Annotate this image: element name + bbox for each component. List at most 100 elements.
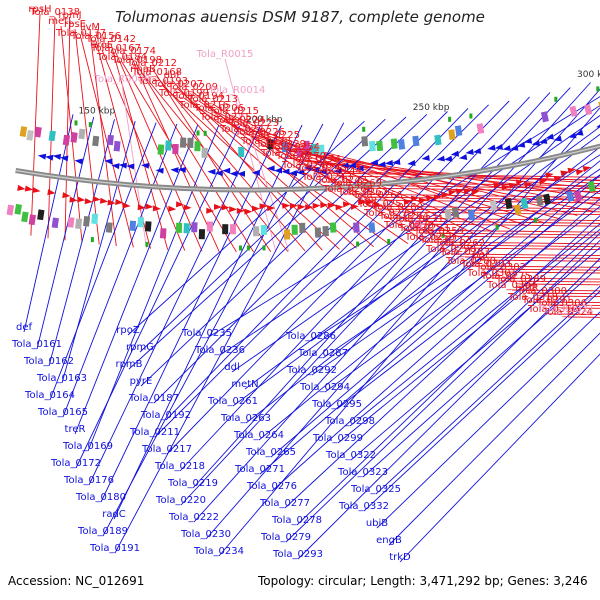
rna-tick: [469, 113, 473, 119]
cog-block: [37, 209, 45, 221]
forward-gene-label: Tola_0269: [331, 178, 382, 189]
forward-gene-label: Tola_0137: [55, 28, 106, 39]
rna-tick: [196, 130, 200, 136]
cog-block: [201, 147, 208, 158]
forward-gene-label: Tola_0242: [316, 175, 367, 186]
forward-gene-arrow: [145, 203, 154, 210]
reverse-gene-label: Tola_0189: [77, 526, 128, 537]
reverse-gene-label: Tola_0286: [285, 331, 336, 342]
label-connector-line: [171, 79, 323, 251]
cog-block: [83, 215, 91, 227]
reverse-gene-label: Tola_0279: [260, 532, 311, 543]
forward-gene-arrow: [501, 184, 510, 191]
forward-gene-label: Tola_0227: [219, 124, 270, 135]
forward-gene-label: Tola_0238: [383, 220, 434, 231]
cog-block: [78, 128, 86, 140]
rna-tick: [145, 241, 149, 247]
cog-block: [191, 222, 198, 233]
reverse-gene-arrow: [509, 144, 519, 151]
cog-block: [19, 126, 28, 138]
reverse-gene-label: Tola_0277: [259, 498, 310, 509]
forward-gene-label: Tola_0216: [178, 100, 229, 111]
forward-gene-label: Tola_0244: [311, 166, 362, 177]
reverse-gene-arrow: [237, 170, 246, 177]
reverse-gene-arrow: [318, 168, 327, 175]
reverse-gene-label: Tola_0295: [311, 399, 362, 410]
forward-gene-arrow: [62, 192, 71, 199]
forward-gene-label: Tola_0290: [425, 244, 476, 255]
cog-block: [222, 224, 229, 235]
reverse-gene-arrow: [487, 144, 496, 151]
cog-block: [398, 139, 406, 150]
forward-gene-label: Tola_0199: [158, 88, 209, 99]
label-connector-line: [376, 311, 600, 529]
cog-block: [299, 222, 306, 234]
reverse-gene-arrow: [516, 141, 526, 148]
forward-gene-arrow: [221, 204, 230, 211]
rna-gene-label: Tola_R0008: [93, 74, 151, 85]
forward-gene-arrow: [175, 201, 185, 208]
label-connector-line: [165, 107, 469, 421]
reverse-gene-label: Tola_0219: [167, 478, 218, 489]
label-connector-line: [403, 220, 600, 224]
reverse-gene-arrow: [568, 132, 577, 139]
cog-block: [310, 143, 318, 154]
reverse-gene-arrow: [155, 167, 164, 174]
forward-gene-label: Tola_0194: [173, 91, 224, 102]
reverse-gene-arrow: [347, 162, 357, 169]
reverse-gene-arrow: [472, 147, 482, 154]
label-connector-line: [306, 169, 600, 182]
genome-title: Tolumonas auensis DSM 9187, complete gen…: [115, 8, 485, 26]
cog-block: [322, 225, 329, 237]
label-connector-line: [337, 228, 600, 444]
cog-block: [179, 137, 187, 148]
reverse-gene-arrow: [303, 164, 312, 171]
reverse-gene-label: Tola_0294: [299, 382, 350, 393]
reverse-gene-arrow: [392, 158, 401, 165]
reverse-gene-label: treR: [65, 424, 86, 435]
cog-block: [566, 190, 575, 202]
forward-gene-label: Tola_0224: [214, 115, 265, 126]
label-connector-line: [438, 235, 600, 239]
reverse-gene-label: Tola_0287: [297, 348, 348, 359]
forward-gene-arrow: [567, 167, 576, 174]
label-connector-line: [36, 116, 95, 350]
cog-block: [281, 142, 289, 153]
forward-gene-label: Tola_0213: [187, 94, 238, 105]
reverse-gene-arrow: [229, 170, 238, 177]
rna-tick: [534, 217, 537, 223]
reverse-gene-label: Tola_0332: [338, 501, 389, 512]
reverse-gene-arrow: [340, 162, 349, 169]
forward-gene-label: Tola_0302: [475, 262, 526, 273]
genome-summary-text: Topology: circular; Length: 3,471,292 bp…: [258, 574, 588, 588]
label-connector-line: [101, 49, 186, 251]
label-connector-line: [362, 265, 600, 478]
reverse-gene-label: Tola_0161: [11, 339, 62, 350]
cog-block: [253, 226, 260, 237]
kbp-tick-label: 200 kbp: [246, 115, 283, 125]
cog-block: [137, 216, 145, 228]
cog-block: [14, 203, 22, 215]
rna-tick: [554, 96, 558, 102]
cog-block: [129, 220, 137, 232]
label-connector-line: [232, 133, 600, 407]
reverse-gene-arrow: [104, 158, 113, 165]
label-connector-line: [74, 124, 199, 435]
label-connector-line: [356, 187, 600, 192]
reverse-gene-label: Tola_0271: [234, 464, 285, 475]
forward-gene-label: Tola_0300: [516, 286, 567, 297]
label-connector-line: [180, 87, 571, 506]
cog-block: [303, 140, 310, 152]
reverse-gene-arrow: [296, 169, 305, 176]
label-connector-line: [270, 174, 600, 458]
label-connector-line: [341, 184, 600, 190]
cog-block: [283, 229, 291, 240]
reverse-gene-label: Tola_0322: [325, 450, 376, 461]
forward-gene-label: Tola_0259: [413, 226, 464, 237]
cog-block: [368, 140, 376, 152]
reverse-gene-label: Tola_0263: [220, 413, 271, 424]
reverse-gene-label: Tola_0217: [141, 444, 192, 455]
reverse-gene-label: Tola_0264: [233, 430, 284, 441]
forward-gene-label: Tola_0221: [199, 112, 250, 123]
